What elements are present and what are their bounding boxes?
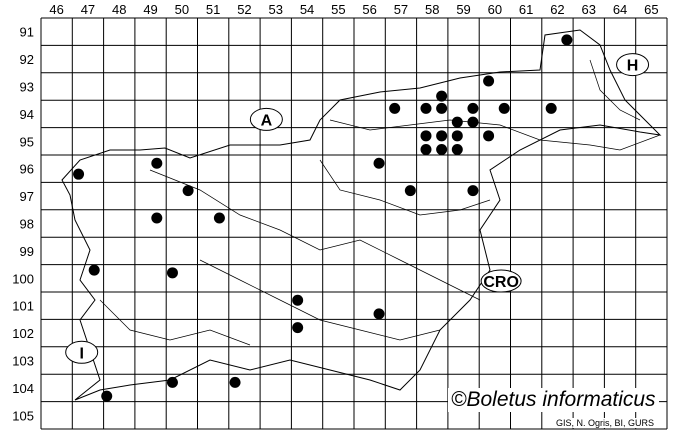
occurrence-dot (436, 144, 448, 156)
column-label: 54 (300, 2, 314, 17)
grid-labels: 46 47 48 49 50 51 52 53 54 55 56 57 58 59 60 61 62 63 64 65… (12, 2, 658, 423)
row-label: 102 (12, 326, 34, 341)
river (329, 119, 661, 151)
occurrence-dot (498, 102, 510, 114)
occurrence-dot (292, 294, 304, 306)
occurrence-dot (451, 144, 463, 156)
occurrence-dot (436, 102, 448, 114)
occurrence-dot (483, 75, 495, 87)
row-label: 98 (20, 217, 34, 232)
occurrence-dot (404, 185, 416, 197)
occurrence-dot (420, 130, 432, 142)
region-marker-A (249, 107, 283, 131)
rivers (99, 59, 661, 346)
border-line (61, 29, 662, 401)
column-label: 52 (237, 2, 251, 17)
column-label: 50 (175, 2, 189, 17)
occurrence-dot (101, 390, 113, 402)
column-label: 47 (81, 2, 95, 17)
region-marker-H (616, 53, 650, 77)
occurrence-dot (151, 157, 163, 169)
river (589, 59, 641, 121)
row-label: 95 (20, 134, 34, 149)
river (149, 169, 481, 301)
copyright-text: ©Boletus informaticus (448, 388, 659, 412)
column-label: 49 (143, 2, 157, 17)
occurrence-dot (420, 102, 432, 114)
column-label: 48 (112, 2, 126, 17)
row-label: 92 (20, 52, 34, 67)
region-labels: A H CRO I (65, 53, 650, 364)
occurrence-dot (213, 212, 225, 224)
occurrence-dot (561, 34, 573, 46)
row-label: 91 (20, 25, 34, 40)
occurrence-dot (73, 168, 85, 180)
column-label: 46 (49, 2, 63, 17)
column-label: 63 (582, 2, 596, 17)
column-label: 57 (394, 2, 408, 17)
occurrence-dot (151, 212, 163, 224)
occurrence-dot (88, 264, 100, 276)
occurrence-dot (229, 376, 241, 388)
row-label: 104 (12, 381, 34, 396)
region-marker-CRO (480, 269, 522, 293)
occurrence-dot (483, 130, 495, 142)
occurrence-dot (545, 102, 557, 114)
column-label: 56 (362, 2, 376, 17)
occurrence-dots (73, 34, 573, 402)
river (99, 299, 251, 346)
row-label: 93 (20, 80, 34, 95)
column-label: 51 (206, 2, 220, 17)
column-label: 62 (550, 2, 564, 17)
occurrence-dot (292, 322, 304, 334)
occurrence-dot (420, 144, 432, 156)
column-label: 64 (613, 2, 627, 17)
occurrence-dot (166, 376, 178, 388)
row-label: 103 (12, 354, 34, 369)
grid (40, 17, 668, 430)
occurrence-dot (436, 90, 448, 102)
river (319, 159, 491, 216)
region-marker-I (65, 340, 99, 364)
occurrence-dot (373, 157, 385, 169)
occurrence-dot (166, 267, 178, 279)
row-label: 100 (12, 271, 34, 286)
column-label: 61 (519, 2, 533, 17)
column-label: 58 (425, 2, 439, 17)
region-label-A: A (261, 112, 273, 129)
occurrence-dot (451, 116, 463, 128)
occurrence-dot (467, 102, 479, 114)
region-label-I: I (79, 345, 83, 362)
row-label: 101 (12, 299, 34, 314)
row-label: 99 (20, 244, 34, 259)
row-label: 96 (20, 162, 34, 177)
column-label: 55 (331, 2, 345, 17)
occurrence-dot (467, 185, 479, 197)
column-label: 59 (456, 2, 470, 17)
row-label: 97 (20, 189, 34, 204)
occurrence-dot (373, 308, 385, 320)
occurrence-dot (467, 116, 479, 128)
column-label: 65 (644, 2, 658, 17)
occurrence-dot (436, 130, 448, 142)
river (199, 259, 441, 341)
row-label: 94 (20, 107, 34, 122)
credit-text: GIS, N. Ogris, BI, GURS (555, 418, 656, 428)
region-label-H: H (627, 58, 639, 75)
country-border (61, 29, 662, 401)
region-label-CRO: CRO (483, 274, 519, 291)
row-label: 105 (12, 408, 34, 423)
column-label: 60 (488, 2, 502, 17)
column-label: 53 (269, 2, 283, 17)
occurrence-dot (389, 102, 401, 114)
occurrence-dot (451, 130, 463, 142)
occurrence-dot (182, 185, 194, 197)
